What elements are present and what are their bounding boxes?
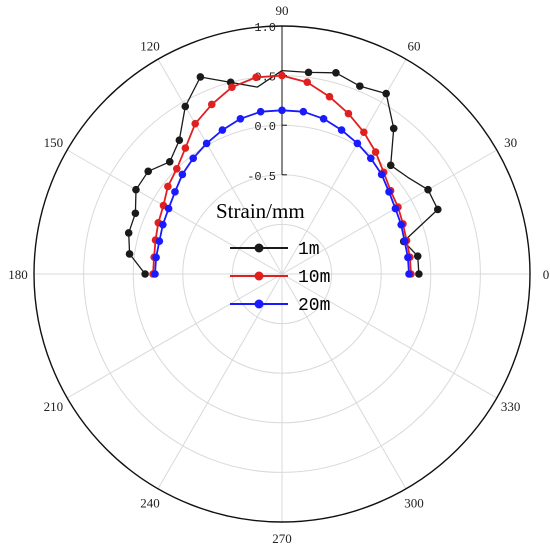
data-point — [164, 182, 172, 191]
data-point — [125, 250, 134, 258]
data-point — [299, 107, 308, 116]
data-point — [434, 205, 442, 214]
data-point — [172, 164, 181, 173]
data-point — [164, 204, 173, 213]
data-point — [152, 253, 160, 262]
data-point — [144, 167, 153, 176]
data-point — [413, 252, 422, 260]
radial-tick-label: 1.0 — [254, 21, 276, 35]
data-point — [405, 270, 413, 278]
angle-tick-label: 150 — [44, 135, 64, 150]
data-point — [236, 114, 245, 123]
grid-spoke — [157, 58, 283, 275]
data-point — [371, 148, 380, 156]
data-point — [207, 100, 216, 109]
data-point — [202, 139, 211, 148]
radial-tick-label: 0.0 — [254, 120, 276, 134]
data-point — [319, 114, 328, 123]
data-point — [386, 161, 395, 170]
angle-tick-label: 30 — [504, 135, 517, 150]
data-point — [189, 154, 198, 163]
data-point — [415, 270, 423, 278]
data-point — [141, 270, 149, 278]
data-point — [389, 124, 398, 133]
series-20m — [151, 106, 413, 278]
legend-label: 20m — [298, 296, 330, 316]
angle-tick-labels: 0 30 60 90 120 150 180 210 240 270 300 330 — [8, 3, 549, 546]
angle-tick-label: 120 — [140, 38, 160, 53]
angle-tick-label: 180 — [8, 267, 28, 282]
angle-tick-label: 210 — [44, 399, 64, 414]
data-point — [131, 209, 140, 218]
legend-swatch-marker — [254, 271, 264, 281]
data-point — [397, 220, 405, 229]
legend-items: 1m 10m 20m — [230, 240, 330, 316]
data-point — [175, 136, 184, 145]
data-point — [228, 83, 236, 91]
legend-item: 20m — [230, 296, 330, 316]
data-point — [191, 119, 199, 128]
data-point — [181, 102, 190, 111]
data-point — [303, 78, 312, 87]
data-point — [178, 170, 187, 179]
data-point — [325, 92, 334, 101]
data-point — [391, 204, 400, 213]
data-point — [404, 253, 412, 262]
polar-grid — [33, 25, 531, 523]
angle-tick-label: 330 — [501, 399, 521, 414]
data-point — [385, 188, 393, 196]
data-point — [196, 73, 205, 81]
data-point — [304, 68, 313, 77]
legend-title: Strain/mm — [216, 199, 305, 223]
data-point — [360, 128, 368, 137]
data-point — [252, 73, 260, 82]
data-point — [159, 220, 167, 229]
angle-tick-label: 0 — [543, 267, 550, 282]
angle-tick-label: 240 — [140, 496, 160, 511]
legend-swatch-marker — [254, 299, 264, 309]
data-point — [337, 126, 346, 134]
grid-spoke — [281, 273, 498, 399]
data-point — [124, 229, 133, 237]
angle-tick-label: 270 — [272, 531, 292, 546]
data-point — [400, 237, 409, 245]
legend: Strain/mm 1m 10m 20m — [216, 199, 330, 316]
data-point — [181, 144, 190, 152]
data-point — [165, 157, 174, 166]
legend-item: 1m — [230, 240, 320, 260]
grid-spoke — [281, 273, 407, 490]
data-point — [256, 107, 265, 116]
data-point — [332, 68, 340, 77]
data-point — [356, 82, 364, 90]
data-point — [151, 270, 159, 278]
legend-label: 1m — [298, 240, 320, 260]
angle-tick-label: 300 — [404, 496, 424, 511]
data-point — [377, 170, 386, 179]
data-point — [278, 71, 286, 80]
legend-item: 10m — [230, 268, 330, 288]
series-layer — [124, 68, 442, 278]
legend-label: 10m — [298, 268, 330, 288]
radial-tick-label: -0.5 — [247, 170, 276, 184]
grid-spoke — [66, 273, 283, 399]
data-point — [366, 154, 375, 163]
data-point — [132, 185, 140, 194]
data-point — [218, 126, 227, 134]
grid-spoke — [281, 149, 498, 275]
data-point — [424, 185, 432, 194]
data-point — [353, 139, 362, 148]
data-point — [382, 89, 390, 98]
angle-tick-label: 60 — [408, 38, 421, 53]
data-point — [155, 237, 164, 245]
grid-spoke — [66, 149, 283, 275]
grid-spoke — [157, 273, 283, 490]
angle-tick-label: 90 — [276, 3, 289, 18]
data-point — [278, 106, 286, 115]
radial-tick-labels: -0.50.00.51.0 — [247, 21, 276, 184]
data-point — [171, 188, 179, 196]
data-point — [344, 109, 353, 118]
legend-swatch-marker — [254, 243, 264, 253]
